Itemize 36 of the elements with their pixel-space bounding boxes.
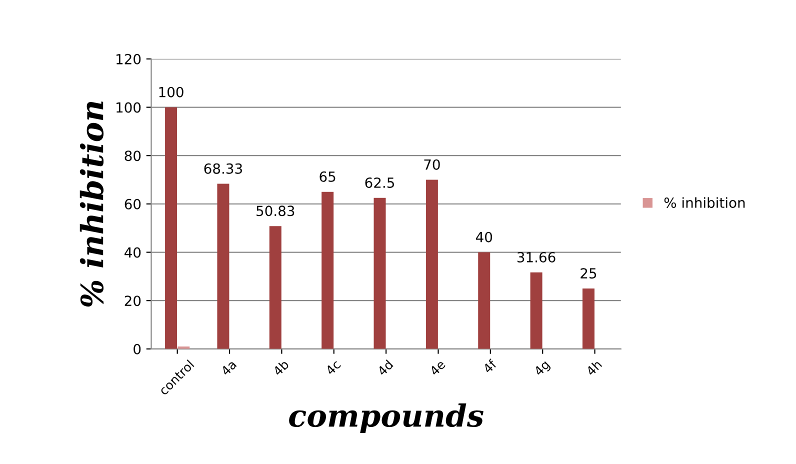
y-tick-label: 120 — [116, 54, 141, 64]
data-label: 68.33 — [204, 163, 242, 174]
x-tick-label: 4g — [533, 360, 552, 378]
bar — [582, 288, 594, 349]
data-label: 50.83 — [256, 206, 294, 216]
data-label: 70 — [424, 159, 440, 170]
x-tick-label: 4e — [429, 359, 446, 376]
data-label: 25 — [580, 268, 596, 279]
data-label: 62.5 — [365, 177, 394, 188]
bar — [165, 107, 178, 349]
x-tick-label: 4f — [482, 358, 498, 374]
y-tick-label: 60 — [124, 198, 141, 210]
bar — [478, 252, 490, 349]
legend-label: % inhibition — [664, 197, 745, 208]
y-tick-label: 80 — [124, 150, 141, 162]
data-label: 100 — [159, 86, 184, 98]
bar — [530, 272, 542, 349]
bar — [217, 184, 230, 349]
y-tick-label: 40 — [124, 247, 141, 258]
bar — [426, 180, 438, 349]
y-tick-label: 20 — [124, 296, 141, 306]
bar — [269, 226, 282, 349]
data-label: 65 — [320, 171, 336, 182]
bar — [322, 192, 334, 349]
data-label: 31.66 — [517, 252, 556, 262]
y-tick-label: 100 — [116, 102, 141, 113]
x-axis-title: compounds — [289, 403, 484, 433]
x-tick-label: 4h — [585, 359, 602, 376]
x-tick-label: 4a — [220, 360, 237, 376]
y-axis-title: % inhibition — [80, 102, 104, 307]
data-label: 40 — [476, 232, 492, 242]
x-tick-label: 4d — [376, 359, 394, 376]
x-tick-label: 4b — [272, 359, 290, 376]
bar — [374, 198, 386, 349]
y-tick-label: 0 — [134, 344, 141, 354]
x-tick-label: 4c — [325, 359, 342, 376]
